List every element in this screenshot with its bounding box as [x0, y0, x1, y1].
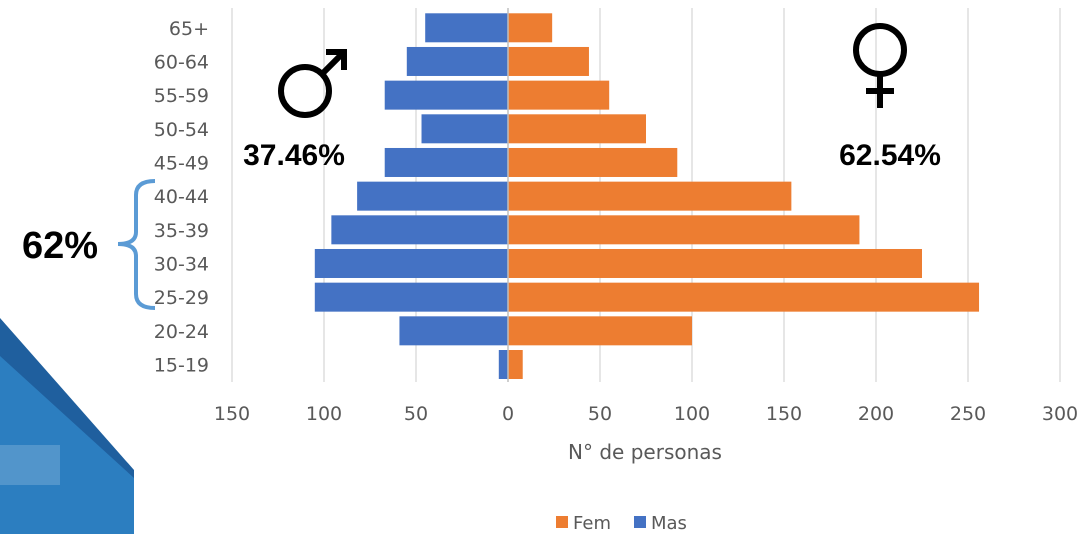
bar-fem-30-34	[508, 248, 922, 278]
category-label: 65+	[169, 18, 209, 40]
bar-fem-55-59	[508, 80, 610, 110]
x-tick-label: 200	[858, 403, 894, 425]
x-tick-label: 0	[502, 403, 514, 425]
bars	[314, 13, 980, 379]
x-axis-title: N° de personas	[568, 440, 722, 464]
age-group-bracket	[117, 179, 156, 310]
bar-fem-65+	[508, 13, 553, 43]
category-axis-labels: 15-19 20-24 25-29 30-34 35-39 40-44 45-49 50-54…	[154, 18, 209, 377]
category-label: 55-59	[154, 85, 209, 107]
x-tick-label: 150	[214, 403, 250, 425]
bar-mas-40-44	[357, 181, 508, 211]
category-label: 25-29	[154, 287, 209, 309]
category-label: 30-34	[154, 253, 209, 275]
legend-swatch-mas	[634, 516, 646, 528]
category-label: 45-49	[154, 152, 209, 174]
category-label: 15-19	[154, 355, 209, 377]
bar-mas-60-64	[406, 46, 508, 76]
bar-fem-40-44	[508, 181, 792, 211]
x-tick-label: 100	[306, 403, 342, 425]
x-tick-label: 300	[1042, 403, 1078, 425]
female-symbol-icon	[853, 23, 907, 108]
bar-mas-55-59	[384, 80, 508, 110]
bar-fem-35-39	[508, 215, 860, 245]
legend-label-mas: Mas	[651, 513, 687, 534]
bar-mas-30-34	[314, 248, 508, 278]
bar-mas-20-24	[399, 316, 508, 346]
bar-mas-65+	[425, 13, 508, 43]
bar-mas-50-54	[421, 114, 508, 144]
bar-fem-60-64	[508, 46, 589, 76]
x-tick-label: 250	[950, 403, 986, 425]
x-tick-label: 50	[588, 403, 612, 425]
bar-mas-45-49	[384, 147, 508, 177]
x-tick-label: 50	[404, 403, 428, 425]
legend-swatch-fem	[556, 516, 568, 528]
category-label: 60-64	[154, 51, 209, 73]
category-label: 40-44	[154, 186, 209, 208]
male-symbol-icon	[278, 49, 347, 118]
male-percentage: 37.46%	[243, 139, 345, 172]
bar-fem-20-24	[508, 316, 692, 346]
bar-fem-15-19	[508, 350, 523, 379]
decorative-corner-shape	[0, 318, 134, 534]
legend: Fem Mas	[556, 513, 687, 534]
bar-fem-50-54	[508, 114, 646, 144]
female-percentage: 62.54%	[839, 139, 941, 172]
category-label: 35-39	[154, 220, 209, 242]
bar-mas-25-29	[314, 282, 508, 312]
legend-label-fem: Fem	[573, 513, 611, 534]
category-label: 20-24	[154, 321, 209, 343]
bar-fem-45-49	[508, 147, 678, 177]
x-tick-label: 100	[674, 403, 710, 425]
x-tick-label: 150	[766, 403, 802, 425]
value-axis-tick-labels: 150 100 50 0 50 100 150 200 250 300	[214, 403, 1078, 425]
bar-fem-25-29	[508, 282, 980, 312]
bar-mas-15-19	[498, 350, 508, 379]
bar-mas-35-39	[331, 215, 508, 245]
bracket-percentage: 62%	[22, 225, 98, 267]
category-label: 50-54	[154, 119, 209, 141]
